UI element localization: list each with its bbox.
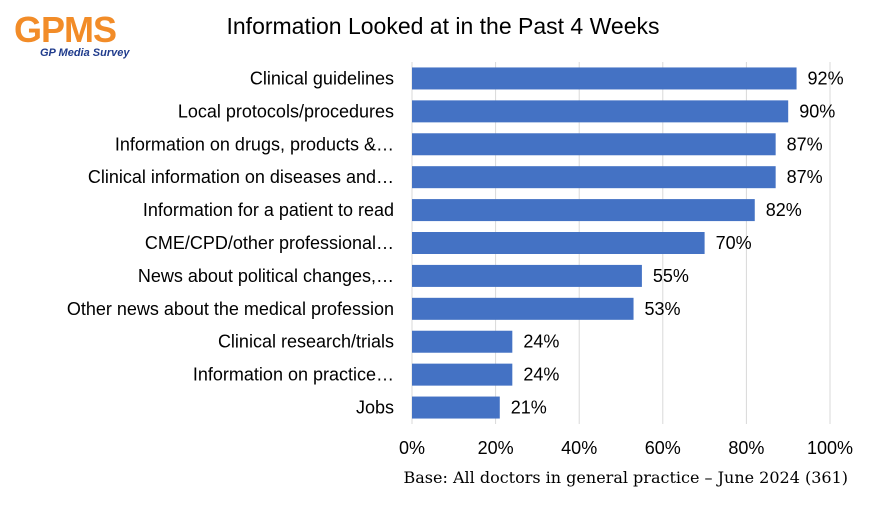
gpms-logo: GPMS GP Media Survey [14, 10, 144, 64]
value-label: 87% [787, 134, 823, 154]
bar [412, 133, 776, 156]
bar [412, 232, 705, 254]
category-label: Information for a patient to read [143, 200, 394, 220]
x-tick-label: 100% [807, 438, 853, 458]
value-label: 87% [787, 167, 823, 187]
category-label: Local protocols/procedures [178, 101, 394, 121]
category-label: Information on drugs, products &… [115, 134, 394, 154]
bar [412, 264, 642, 287]
bar [412, 100, 789, 123]
chart-title: Information Looked at in the Past 4 Week… [226, 13, 660, 39]
bar [412, 297, 634, 320]
logo-main-text: GPMS [14, 9, 117, 50]
x-tick-label: 60% [645, 438, 681, 458]
bar [412, 67, 797, 90]
category-label: Other news about the medical profession [67, 299, 394, 319]
value-label: 70% [716, 233, 752, 253]
bar [412, 363, 513, 386]
category-label: CME/CPD/other professional… [145, 233, 394, 253]
category-label: News about political changes,… [138, 266, 394, 286]
category-label: Jobs [356, 398, 394, 418]
category-label: Clinical information on diseases and… [88, 167, 394, 187]
value-label: 92% [808, 68, 844, 88]
bar [412, 330, 513, 353]
value-label: 24% [523, 332, 559, 352]
value-label: 55% [653, 266, 689, 286]
value-label: 21% [511, 398, 547, 418]
bar [412, 396, 500, 419]
logo-sub-text: GP Media Survey [40, 47, 130, 59]
value-label: 82% [766, 200, 802, 220]
value-label: 24% [523, 365, 559, 385]
base-footnote: Base: All doctors in general practice – … [403, 468, 849, 487]
category-label: Clinical research/trials [218, 332, 394, 352]
x-tick-label: 0% [399, 438, 425, 458]
category-label: Information on practice… [193, 365, 394, 385]
x-tick-label: 40% [561, 438, 597, 458]
bar [412, 166, 776, 189]
bar [412, 199, 755, 222]
x-tick-label: 20% [478, 438, 514, 458]
value-label: 53% [645, 299, 681, 319]
value-label: 90% [799, 101, 835, 121]
category-label: Clinical guidelines [250, 68, 394, 88]
x-tick-label: 80% [728, 438, 764, 458]
